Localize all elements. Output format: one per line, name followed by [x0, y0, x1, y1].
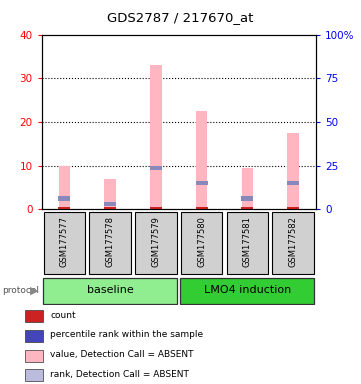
Text: percentile rank within the sample: percentile rank within the sample — [50, 330, 203, 339]
Bar — [58, 166, 70, 209]
Bar — [181, 212, 222, 274]
Text: GSM177579: GSM177579 — [151, 216, 160, 267]
Bar — [196, 181, 208, 185]
Bar — [196, 207, 208, 209]
Bar — [287, 207, 299, 209]
Bar — [242, 168, 253, 209]
Bar — [241, 207, 253, 209]
Bar — [135, 212, 177, 274]
Bar — [104, 202, 116, 206]
Text: baseline: baseline — [87, 285, 134, 295]
Bar — [43, 278, 177, 303]
Text: GSM177580: GSM177580 — [197, 216, 206, 267]
Text: count: count — [50, 311, 76, 319]
Text: ▶: ▶ — [30, 286, 39, 296]
Text: value, Detection Call = ABSENT: value, Detection Call = ABSENT — [50, 350, 193, 359]
Bar — [241, 196, 253, 200]
Bar — [90, 212, 131, 274]
Text: GDS2787 / 217670_at: GDS2787 / 217670_at — [107, 12, 254, 25]
Bar — [25, 350, 43, 362]
Text: GSM177578: GSM177578 — [106, 216, 114, 267]
Text: rank, Detection Call = ABSENT: rank, Detection Call = ABSENT — [50, 370, 189, 379]
Bar — [227, 212, 268, 274]
Bar — [287, 133, 299, 209]
Bar — [104, 207, 116, 209]
Bar — [272, 212, 314, 274]
Bar — [196, 111, 207, 209]
Text: GSM177582: GSM177582 — [288, 216, 297, 267]
Bar — [25, 369, 43, 381]
Text: LMO4 induction: LMO4 induction — [204, 285, 291, 295]
Bar — [287, 181, 299, 185]
Bar — [150, 207, 162, 209]
Bar — [104, 179, 116, 209]
Text: GSM177577: GSM177577 — [60, 216, 69, 267]
Bar — [58, 196, 70, 200]
Bar — [58, 207, 70, 209]
Bar — [150, 166, 162, 170]
Bar — [180, 278, 314, 303]
Text: protocol: protocol — [2, 286, 39, 295]
Bar — [25, 330, 43, 342]
Bar — [44, 212, 85, 274]
Bar — [25, 310, 43, 322]
Bar — [150, 65, 162, 209]
Text: GSM177581: GSM177581 — [243, 216, 252, 267]
